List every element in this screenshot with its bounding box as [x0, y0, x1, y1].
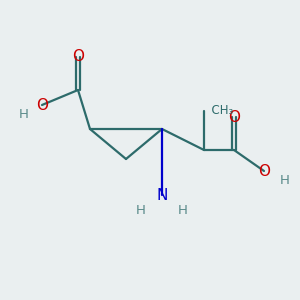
- Text: H: H: [280, 173, 290, 187]
- Text: H: H: [136, 203, 146, 217]
- Text: O: O: [72, 50, 84, 64]
- Text: O: O: [36, 98, 48, 112]
- Text: H: H: [19, 107, 29, 121]
- Text: CH₃: CH₃: [204, 104, 233, 118]
- Text: H: H: [178, 203, 188, 217]
- Text: O: O: [258, 164, 270, 178]
- Text: O: O: [228, 110, 240, 124]
- Text: N: N: [156, 188, 168, 202]
